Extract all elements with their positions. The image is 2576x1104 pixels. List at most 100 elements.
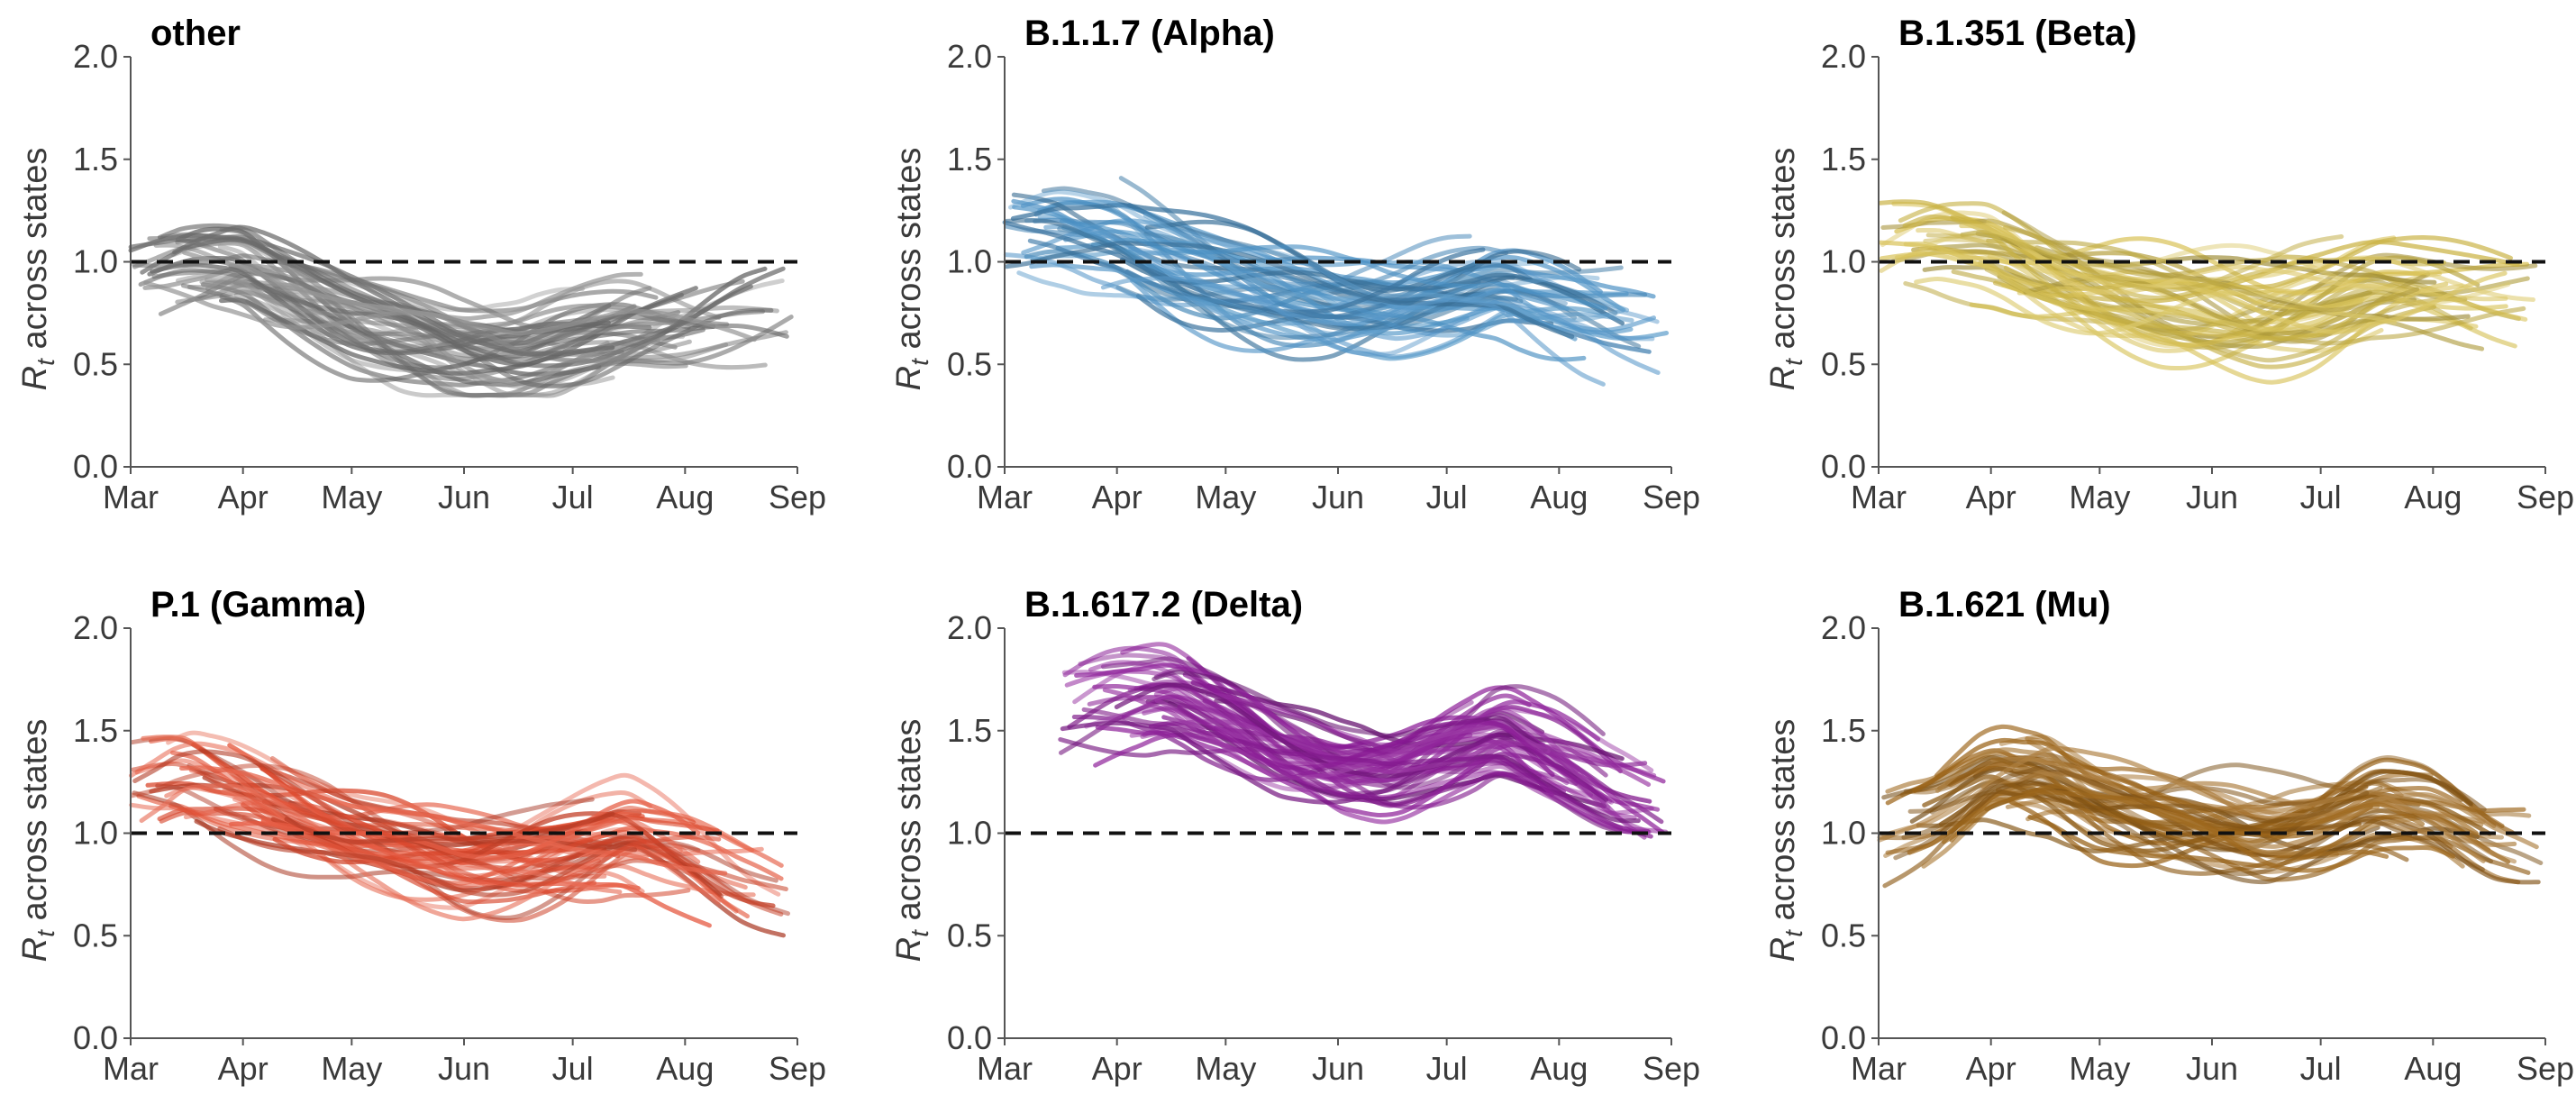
x-tick-label: Mar xyxy=(103,479,159,516)
panel-title: B.1.617.2 (Delta) xyxy=(1024,585,1303,625)
y-tick-label: 0.5 xyxy=(1821,345,1866,382)
y-axis-label: Rt across states xyxy=(16,148,59,391)
x-tick-label: Sep xyxy=(2517,479,2574,516)
x-tick-label: Sep xyxy=(1643,1050,1700,1087)
series-line xyxy=(1903,241,2365,333)
x-tick-label: Aug xyxy=(2404,479,2462,516)
y-tick-label: 2.0 xyxy=(73,38,118,75)
series-line xyxy=(157,223,684,335)
series-line xyxy=(1151,263,1634,338)
x-tick-label: May xyxy=(2069,479,2130,516)
y-tick-label: 1.0 xyxy=(947,815,992,852)
x-tick-label: Apr xyxy=(1966,479,2016,516)
x-tick-label: Mar xyxy=(977,479,1033,516)
y-tick-label: 0.5 xyxy=(947,345,992,382)
y-axis-label-text: across states xyxy=(890,719,928,930)
x-tick-label: Jul xyxy=(2300,1050,2342,1087)
y-tick-label: 2.0 xyxy=(1821,609,1866,646)
y-axis-label-text: across states xyxy=(1764,148,1802,359)
series-group xyxy=(129,730,790,938)
series-line xyxy=(2004,769,2487,812)
x-tick-label: Jun xyxy=(438,479,490,516)
y-tick-label: 1.5 xyxy=(947,712,992,749)
series-line xyxy=(1914,276,2397,336)
y-tick-label: 2.0 xyxy=(1821,38,1866,75)
y-tick-label: 1.5 xyxy=(1821,141,1866,178)
y-tick-label: 0.0 xyxy=(1821,448,1866,485)
x-tick-label: Sep xyxy=(1643,479,1700,516)
x-tick-label: Sep xyxy=(2517,1050,2574,1087)
series-line xyxy=(1907,789,2370,824)
y-axis-label: Rt across states xyxy=(890,148,933,391)
x-tick-label: Aug xyxy=(656,479,714,516)
series-line xyxy=(180,283,730,347)
y-axis-label-subscript: t xyxy=(32,358,59,366)
series-line xyxy=(1002,220,1486,315)
x-tick-label: May xyxy=(2069,1050,2130,1087)
y-tick-label: 1.0 xyxy=(1821,243,1866,280)
series-line xyxy=(183,799,645,894)
y-axis-label-text: across states xyxy=(890,148,928,359)
series-group xyxy=(1878,199,2538,385)
x-tick-label: Jun xyxy=(2186,479,2238,516)
x-tick-label: May xyxy=(1195,479,1256,516)
series-line xyxy=(1128,246,1655,357)
panel-5: 0.0 0.5 1.0 1.5 2.0 Mar Apr May Jun Jul Aug Sep Rt a… xyxy=(890,585,1700,1087)
x-tick-label: May xyxy=(1195,1050,1256,1087)
panel-title: other xyxy=(150,14,241,53)
series-line xyxy=(166,730,649,872)
y-tick-label: 1.5 xyxy=(73,141,118,178)
x-tick-label: Mar xyxy=(1851,479,1907,516)
x-tick-label: Jun xyxy=(2186,1050,2238,1087)
series-group xyxy=(1877,724,2544,889)
x-tick-label: Jul xyxy=(2300,479,2342,516)
y-axis-label-subscript: t xyxy=(32,929,59,937)
y-axis-label-subscript: t xyxy=(906,929,933,937)
series-group xyxy=(1002,176,1670,387)
x-tick-label: Jul xyxy=(1426,1050,1468,1087)
x-tick-label: Mar xyxy=(103,1050,159,1087)
series-line xyxy=(1912,737,2373,839)
y-axis-label-subscript: t xyxy=(1780,358,1807,366)
series-line xyxy=(219,297,615,376)
panel-title: B.1.351 (Beta) xyxy=(1898,14,2137,53)
y-axis-label-subscript: t xyxy=(906,358,933,366)
y-axis-label-symbol: R xyxy=(1764,937,1802,962)
series-line xyxy=(138,268,774,389)
y-tick-label: 2.0 xyxy=(947,38,992,75)
panel-title: P.1 (Gamma) xyxy=(150,585,366,625)
series-line xyxy=(1918,230,2511,306)
y-axis-label: Rt across states xyxy=(890,719,933,963)
y-axis-label-symbol: R xyxy=(890,366,928,390)
y-axis-label: Rt across states xyxy=(1764,719,1807,963)
panel-3: 0.0 0.5 1.0 1.5 2.0 Mar Apr May Jun Jul Aug Sep Rt a… xyxy=(1764,14,2574,516)
y-tick-label: 0.0 xyxy=(73,448,118,485)
series-line xyxy=(179,765,728,876)
y-tick-label: 0.5 xyxy=(73,345,118,382)
series-line xyxy=(2001,278,2528,322)
series-line xyxy=(1980,745,2486,863)
x-tick-label: Aug xyxy=(1530,1050,1588,1087)
panel-title: B.1.1.7 (Alpha) xyxy=(1024,14,1275,53)
x-tick-label: Sep xyxy=(769,479,826,516)
y-tick-label: 0.0 xyxy=(1821,1019,1866,1056)
x-tick-label: May xyxy=(321,1050,382,1087)
y-tick-label: 0.0 xyxy=(947,1019,992,1056)
x-tick-label: Apr xyxy=(1092,1050,1142,1087)
x-tick-label: Mar xyxy=(977,1050,1033,1087)
x-tick-label: Jul xyxy=(552,479,594,516)
x-tick-label: Sep xyxy=(769,1050,826,1087)
y-axis-label-symbol: R xyxy=(16,366,54,390)
series-line xyxy=(1100,276,1606,387)
y-tick-label: 1.0 xyxy=(73,243,118,280)
x-tick-label: Apr xyxy=(1092,479,1142,516)
y-tick-label: 1.0 xyxy=(947,243,992,280)
series-line xyxy=(1144,219,1476,294)
y-axis-label-symbol: R xyxy=(1764,366,1802,390)
y-axis-label-text: across states xyxy=(16,719,54,930)
y-axis-label-text: across states xyxy=(1764,719,1802,930)
x-tick-label: Jun xyxy=(438,1050,490,1087)
x-tick-label: May xyxy=(321,479,382,516)
series-line xyxy=(1004,241,1575,339)
